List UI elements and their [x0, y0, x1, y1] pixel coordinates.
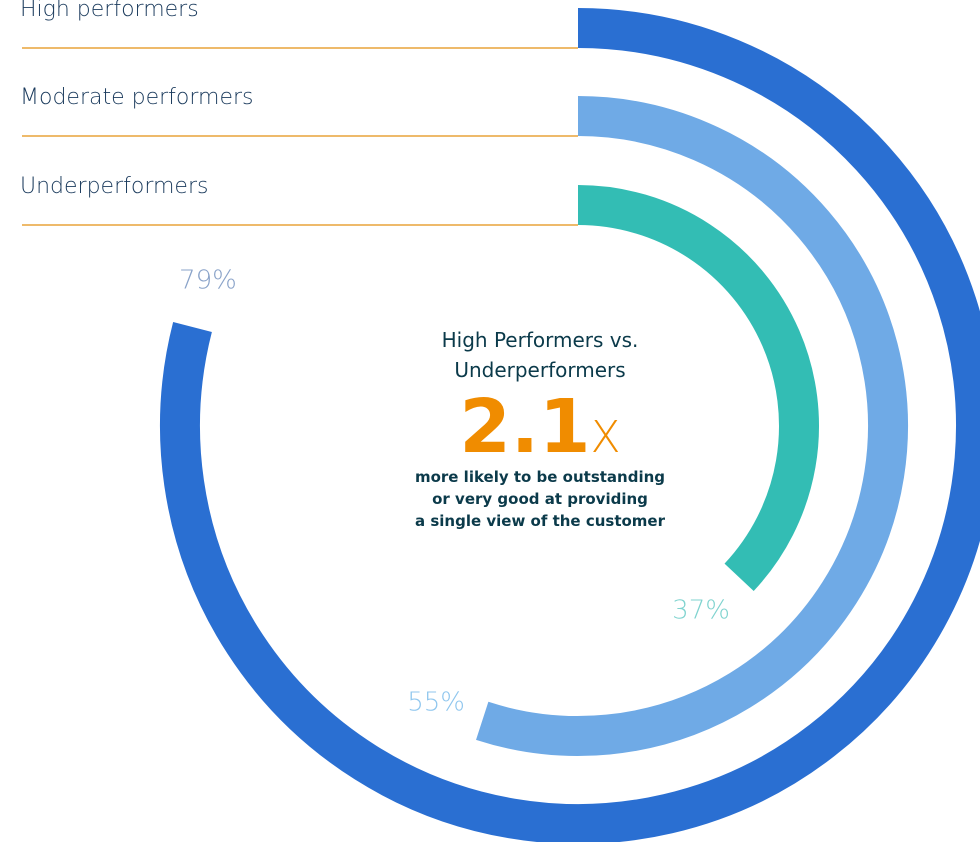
multiplier-unit: X: [590, 412, 620, 463]
annotation-note: a single view of the customer: [415, 512, 666, 530]
annotation-note: or very good at providing: [432, 490, 648, 508]
legend-label: High performers: [20, 0, 199, 22]
radial-bar: [476, 96, 908, 756]
annotation-title: High Performers vs.: [442, 328, 639, 352]
annotation-figure: 2.1X: [459, 384, 620, 470]
annotation-note: more likely to be outstanding: [415, 468, 665, 486]
legend-label: Moderate performers: [20, 85, 254, 110]
multiplier: 2.1: [459, 384, 590, 470]
annotation: High Performers vs. Underperformers 2.1X…: [415, 328, 666, 530]
radial-bar: [577, 185, 819, 591]
annotation-title: Underperformers: [454, 358, 625, 382]
value-label: 37%: [672, 596, 730, 626]
radial-bar: [160, 8, 980, 842]
value-label: 79%: [179, 265, 237, 295]
value-label: 55%: [407, 688, 465, 718]
legend-label: Underperformers: [20, 174, 208, 199]
